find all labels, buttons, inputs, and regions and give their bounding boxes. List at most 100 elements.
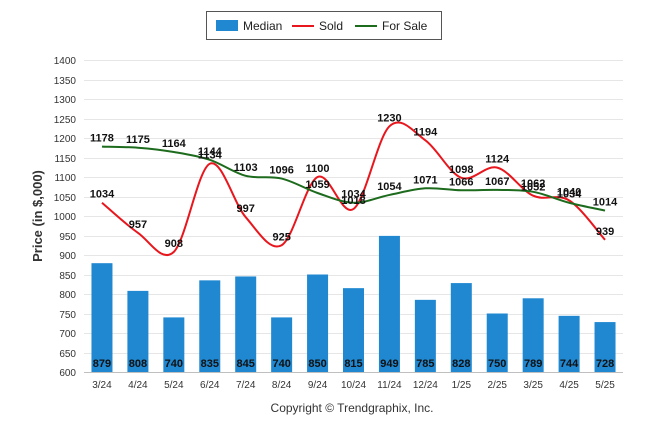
bar-value-label: 835 bbox=[201, 358, 219, 370]
grid bbox=[84, 60, 623, 373]
sold-point-label: 1230 bbox=[377, 112, 401, 124]
y-tick-label: 1000 bbox=[54, 212, 77, 223]
bar-value-label: 744 bbox=[560, 358, 579, 370]
bar bbox=[199, 280, 221, 372]
y-tick-label: 1200 bbox=[54, 134, 77, 145]
x-tick-label: 8/24 bbox=[272, 380, 292, 391]
bar-value-label: 785 bbox=[416, 358, 434, 370]
for-sale-point-label: 1144 bbox=[198, 146, 223, 158]
y-tick-label: 1300 bbox=[54, 95, 77, 106]
bar bbox=[378, 235, 400, 372]
y-tick-label: 700 bbox=[59, 329, 76, 340]
sold-point-label: 1100 bbox=[306, 163, 330, 175]
sold-point-label: 1134 bbox=[198, 150, 223, 162]
x-tick-label: 3/24 bbox=[92, 380, 112, 391]
for-sale-point-label: 1103 bbox=[234, 162, 258, 174]
sold-point-label: 1124 bbox=[485, 154, 510, 166]
legend-swatch-median bbox=[216, 20, 238, 31]
bar-value-label: 728 bbox=[596, 358, 614, 370]
bar bbox=[343, 288, 364, 372]
y-tick-label: 1100 bbox=[54, 173, 76, 184]
copyright-text: Copyright © Trendgraphix, Inc. bbox=[271, 401, 434, 415]
bar bbox=[271, 317, 293, 372]
bar-value-label: 845 bbox=[237, 358, 255, 370]
for-sale-point-label: 1071 bbox=[413, 174, 437, 186]
bar-value-label: 740 bbox=[165, 358, 183, 370]
sold-point-label: 1098 bbox=[449, 164, 473, 176]
y-tick-label: 1150 bbox=[54, 154, 76, 165]
sold-point-label: 908 bbox=[165, 238, 183, 250]
sold-point-label: 1018 bbox=[341, 195, 365, 207]
sold-point-label: 1034 bbox=[90, 189, 115, 201]
for-sale-point-label: 1054 bbox=[377, 181, 402, 193]
for-sale-point-label: 1067 bbox=[485, 176, 509, 188]
x-tick-label: 2/25 bbox=[487, 380, 507, 391]
median-bars bbox=[91, 235, 616, 372]
bar-value-label: 879 bbox=[93, 358, 111, 370]
bar bbox=[163, 317, 185, 372]
y-tick-label: 1250 bbox=[54, 115, 77, 126]
x-tick-label: 4/25 bbox=[559, 380, 579, 391]
sold-point-label: 1052 bbox=[521, 182, 545, 194]
bar bbox=[450, 283, 472, 372]
for-sale-point-label: 1014 bbox=[593, 197, 618, 209]
y-tick-label: 900 bbox=[59, 251, 76, 262]
bar bbox=[91, 263, 113, 372]
y-tick-label: 800 bbox=[59, 290, 76, 301]
for-sale-point-label: 1175 bbox=[126, 134, 150, 146]
legend: Median Sold For Sale bbox=[206, 11, 442, 40]
x-tick-label: 3/25 bbox=[523, 380, 543, 391]
sold-point-label: 957 bbox=[129, 219, 147, 231]
axes: 600 650 700 750 800 850 900 950 1000 1050 1100 1150… bbox=[54, 56, 623, 391]
bar bbox=[594, 322, 616, 372]
bar bbox=[522, 298, 544, 372]
bar-value-label: 949 bbox=[380, 358, 398, 370]
legend-label-median: Median bbox=[243, 19, 282, 33]
x-tick-label: 4/24 bbox=[128, 380, 148, 391]
legend-label-sold: Sold bbox=[319, 19, 343, 33]
bar-value-label: 828 bbox=[452, 358, 470, 370]
data-labels: 879 808 740 835 845 740 850 815 949 785 828 750 789 7… bbox=[90, 112, 618, 370]
y-tick-label: 600 bbox=[59, 368, 76, 379]
bar bbox=[235, 276, 257, 372]
y-tick-label: 1050 bbox=[54, 193, 77, 204]
y-tick-label: 1350 bbox=[54, 76, 77, 87]
y-tick-label: 950 bbox=[59, 232, 76, 243]
bar-value-label: 850 bbox=[308, 358, 326, 370]
legend-label-for-sale: For Sale bbox=[382, 19, 428, 33]
bar-value-label: 815 bbox=[344, 358, 362, 370]
bar bbox=[307, 274, 329, 372]
for-sale-point-label: 1164 bbox=[162, 138, 187, 150]
x-tick-label: 7/24 bbox=[236, 380, 256, 391]
bar-value-label: 750 bbox=[488, 358, 506, 370]
x-tick-label: 9/24 bbox=[308, 380, 328, 391]
x-tick-label: 6/24 bbox=[200, 380, 220, 391]
bar bbox=[414, 299, 436, 372]
x-tick-label: 12/24 bbox=[413, 380, 438, 391]
sold-point-label: 939 bbox=[596, 226, 614, 238]
sold-line bbox=[101, 121, 606, 256]
y-tick-label: 750 bbox=[59, 310, 76, 321]
x-tick-label: 5/24 bbox=[164, 380, 184, 391]
sold-point-label: 1194 bbox=[413, 126, 438, 138]
for-sale-point-label: 1096 bbox=[269, 165, 293, 177]
for-sale-point-label: 1062 bbox=[521, 178, 545, 190]
x-tick-label: 1/25 bbox=[452, 380, 472, 391]
for-sale-line bbox=[101, 145, 606, 212]
sold-point-label: 1040 bbox=[557, 186, 581, 198]
for-sale-point-label: 1034 bbox=[341, 189, 366, 201]
legend-box bbox=[206, 11, 442, 40]
bar-value-label: 789 bbox=[524, 358, 542, 370]
for-sale-point-label: 1034 bbox=[557, 189, 582, 201]
bar bbox=[127, 290, 149, 372]
trend-lines bbox=[101, 121, 606, 256]
x-tick-label: 5/25 bbox=[595, 380, 615, 391]
x-tick-label: 10/24 bbox=[341, 380, 366, 391]
for-sale-point-label: 1178 bbox=[90, 133, 114, 145]
sold-point-label: 997 bbox=[237, 203, 255, 215]
y-tick-label: 1400 bbox=[54, 56, 77, 67]
bar bbox=[558, 315, 580, 372]
for-sale-point-label: 1059 bbox=[305, 179, 329, 191]
y-tick-label: 650 bbox=[59, 349, 76, 360]
